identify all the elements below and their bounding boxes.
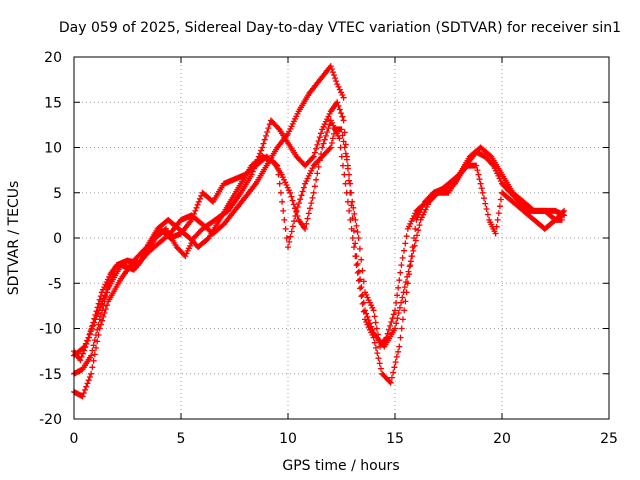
y-tick-label: -15 <box>39 367 62 383</box>
series-0-markers <box>71 63 347 364</box>
y-tick-label: -5 <box>48 276 62 292</box>
y-tick-label: 10 <box>44 141 62 157</box>
y-tick-label: -20 <box>39 412 62 428</box>
y-axis-label: SDTVAR / TECUs <box>6 181 22 296</box>
x-tick-label: 25 <box>600 431 618 447</box>
y-tick-label: 5 <box>53 186 62 202</box>
y-tick-label: 15 <box>44 95 62 111</box>
y-tick-labels: -20 -15 -10 -5 0 5 10 15 20 <box>39 50 62 428</box>
x-tick-label: 15 <box>386 431 404 447</box>
x-tick-label: 5 <box>177 431 186 447</box>
y-tick-label: 20 <box>44 50 62 66</box>
y-tick-label: -10 <box>39 322 62 338</box>
x-tick-label: 0 <box>70 431 79 447</box>
x-tick-label: 10 <box>279 431 297 447</box>
x-tick-label: 20 <box>493 431 511 447</box>
x-tick-labels: 0 5 10 15 20 25 <box>70 431 618 447</box>
plot-frame <box>73 56 610 420</box>
chart-title: Day 059 of 2025, Sidereal Day-to-day VTE… <box>59 20 621 36</box>
series-0 <box>71 63 347 364</box>
data-points <box>71 63 568 400</box>
y-tick-label: 0 <box>53 231 62 247</box>
x-axis-label: GPS time / hours <box>282 458 399 474</box>
